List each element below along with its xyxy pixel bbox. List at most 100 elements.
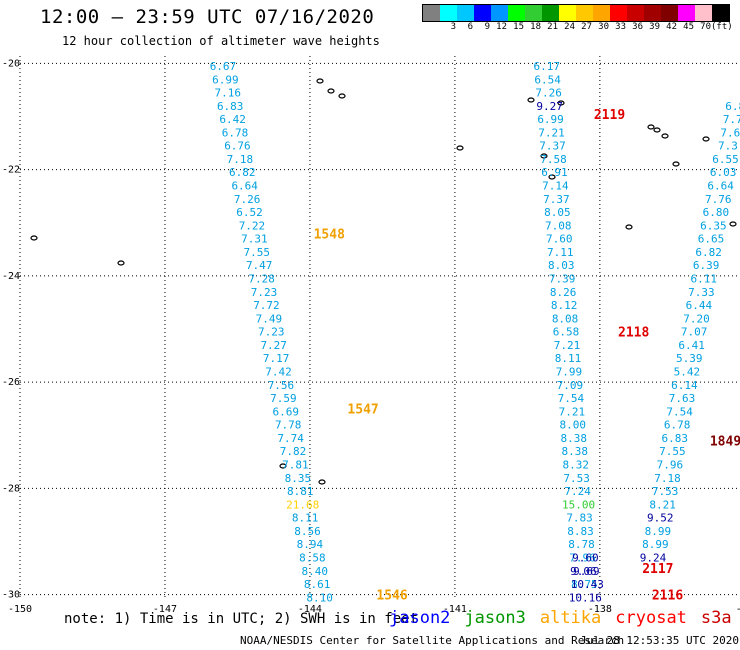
color-scale-label: 12 [496, 22, 507, 32]
wave-height-value: 7.23 [251, 286, 278, 299]
wave-height-value: 6.52 [236, 206, 263, 219]
wave-height-value: 8.10 [306, 591, 333, 604]
credit-line: NOAA/NESDIS Center for Satellite Applica… [240, 634, 625, 647]
legend-item: jason2 [389, 608, 451, 628]
wave-height-value: 8.26 [550, 286, 577, 299]
color-scale-label: 42 [666, 22, 677, 32]
wave-height-value: 7.14 [542, 180, 569, 193]
wave-height-value: 7.33 [688, 286, 715, 299]
wave-height-value: 8.12 [551, 299, 578, 312]
wave-height-value: 7.82 [280, 445, 307, 458]
wave-height-value: 7.26 [234, 193, 261, 206]
wave-height-value: 9.69 [573, 565, 600, 578]
color-scale-label: 33 [615, 22, 626, 32]
wave-height-value: 7.7 [723, 113, 740, 126]
wave-height-value: 7.17 [263, 352, 290, 365]
color-scale-label: 21 [547, 22, 558, 32]
wave-height-value: 7.83 [566, 512, 593, 525]
wave-height-value: 9.06 [570, 565, 597, 578]
longitude-tick-label: -150 [8, 604, 32, 615]
color-scale-label: 27 [581, 22, 592, 32]
wave-height-value: 7.18 [654, 472, 681, 485]
wave-height-value: 6.35 [700, 219, 727, 232]
wave-height-value: 10.43 [571, 578, 604, 591]
island-outline [327, 88, 335, 94]
latitude-tick-label: -20 [2, 58, 20, 69]
color-swatch [695, 5, 712, 21]
wave-height-value: 7.78 [275, 419, 302, 432]
satellite-legend: jason2 jason3 altika cryosat s3a [389, 608, 740, 628]
wave-height-value: 7.72 [253, 299, 280, 312]
latitude-tick-label: -30 [2, 590, 20, 601]
color-swatch [525, 5, 542, 21]
wave-height-value: 7.58 [540, 153, 567, 166]
island-outline [557, 100, 565, 106]
island-outline [30, 235, 38, 241]
pass-id-label: 2118 [618, 326, 649, 341]
latitude-tick-label: -26 [2, 377, 20, 388]
wave-height-value: 6.41 [678, 339, 705, 352]
island-outline [729, 221, 737, 227]
wave-height-value: 6.83 [662, 432, 689, 445]
wave-height-value: 8.81 [287, 485, 314, 498]
wave-height-value: 7.23 [258, 326, 285, 339]
wave-height-value: 7.39 [549, 273, 576, 286]
wave-height-value: 7.54 [666, 405, 693, 418]
wave-height-value: 7.42 [265, 366, 292, 379]
wave-height-value: 6.17 [533, 60, 560, 73]
wave-height-value: 6.11 [691, 273, 718, 286]
wave-height-value: 6.58 [553, 326, 580, 339]
wave-height-value: 7.96 [657, 459, 684, 472]
wave-height-value: 6.78 [222, 126, 249, 139]
color-swatch [593, 5, 610, 21]
island-outline [625, 224, 633, 230]
wave-height-value: 8.58 [299, 551, 326, 564]
island-outline [318, 479, 326, 485]
wave-height-value: 7.11 [547, 246, 574, 259]
wave-height-value: 9.24 [640, 551, 667, 564]
color-swatch [576, 5, 593, 21]
color-swatch [644, 5, 661, 21]
wave-height-value: 7.76 [705, 193, 732, 206]
island-outline [279, 463, 287, 469]
color-scale-label: 30 [598, 22, 609, 32]
map-title: 12:00 – 23:59 UTC 07/16/2020 [40, 6, 375, 28]
pass-id-label: 2119 [594, 108, 625, 123]
wave-height-value: 7.59 [270, 392, 297, 405]
pass-id-label: 1546 [376, 589, 407, 604]
wave-height-value: 7.16 [215, 87, 242, 100]
wave-height-value: 7.22 [239, 219, 266, 232]
wave-height-value: 5.39 [676, 352, 703, 365]
wave-height-value: 8.99 [645, 525, 672, 538]
wave-height-value: 6.42 [219, 113, 246, 126]
latitude-tick-label: -24 [2, 271, 20, 282]
axis-tick-labels: -150 -147 -144 -141 -138 -13 -20 -22 -24 -26 -28 -3… [2, 58, 740, 615]
color-swatch [559, 5, 576, 21]
wave-height-value: 8.11 [555, 352, 582, 365]
wave-height-value: 8.61 [304, 578, 331, 591]
wave-height-value: 7.07 [681, 326, 708, 339]
wave-height-value: 6.64 [231, 180, 258, 193]
wave-height-value: 7.55 [659, 445, 686, 458]
wave-height-value: 8.99 [642, 538, 669, 551]
island-outline [702, 136, 710, 142]
wave-height-value: 7.21 [559, 405, 586, 418]
color-scale-label: 6 [467, 22, 473, 32]
wave-height-value: 6.64 [707, 180, 734, 193]
wave-height-value: 8.35 [285, 472, 312, 485]
color-swatch [627, 5, 644, 21]
wave-height-value: 8.38 [561, 432, 588, 445]
wave-height-value: 7.53 [563, 472, 590, 485]
wave-height-value: 7.21 [538, 126, 565, 139]
wave-height-value: 6.99 [212, 73, 239, 86]
wave-height-value: 7.20 [683, 312, 710, 325]
wave-height-value: 7.54 [558, 392, 585, 405]
pass-id-label: 1548 [314, 227, 345, 242]
wave-height-value: 6.69 [273, 405, 300, 418]
island-outline [672, 161, 680, 167]
wave-height-value: 8.05 [544, 206, 571, 219]
island-outline [548, 174, 556, 180]
wave-height-value: 7.53 [652, 485, 679, 498]
wave-height-value: 6.82 [229, 166, 256, 179]
wave-height-value: 7.74 [277, 432, 304, 445]
